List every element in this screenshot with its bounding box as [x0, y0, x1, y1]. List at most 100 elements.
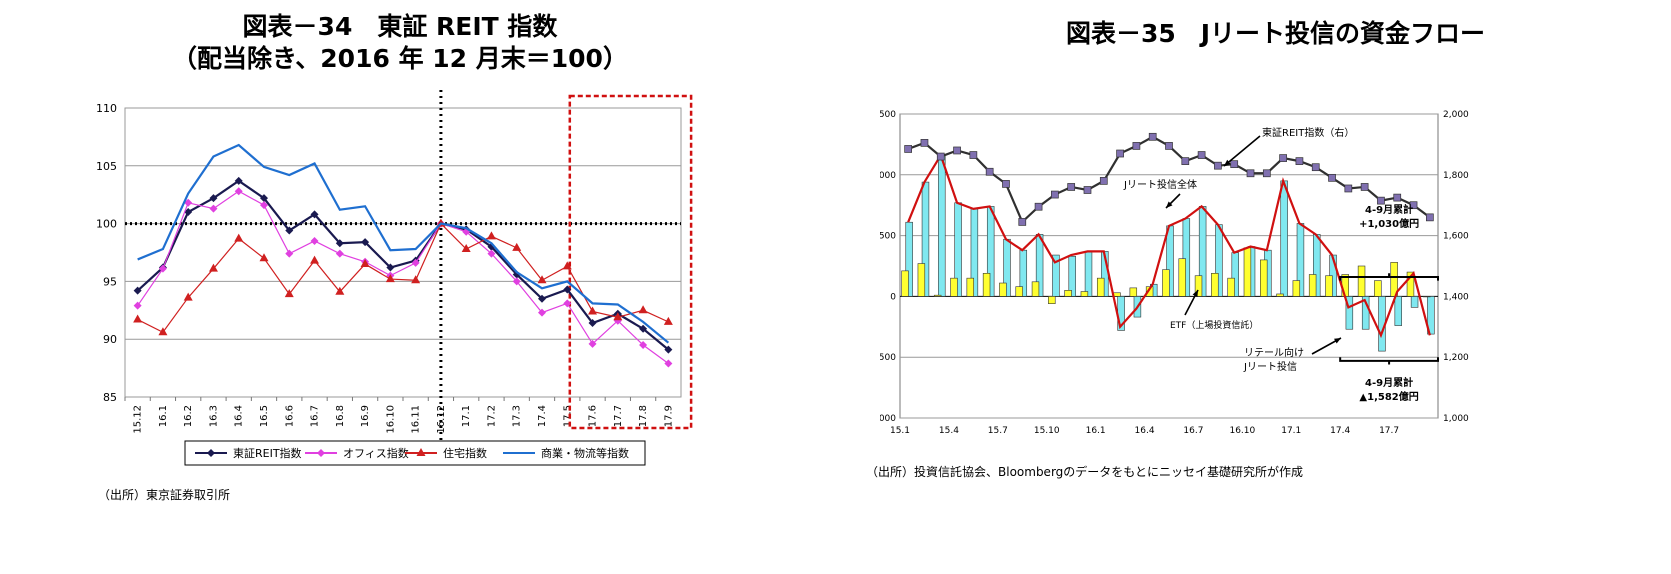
brace-lower: [1339, 357, 1439, 365]
bar: [1064, 290, 1072, 297]
data-point: [1034, 202, 1043, 211]
legend-label: 商業・物流等指数: [541, 446, 629, 460]
data-point: [1083, 186, 1092, 194]
data-point: [638, 305, 648, 314]
data-point: [411, 275, 421, 284]
data-point: [562, 261, 572, 270]
data-point: [663, 316, 673, 325]
annotation-label: Jリート投信全体: [1123, 178, 1197, 191]
y-tick-label: 0: [890, 292, 896, 302]
data-point: [664, 345, 673, 354]
series-line: [136, 179, 670, 351]
data-point: [1181, 157, 1190, 165]
data-point: [538, 308, 546, 317]
bar: [1031, 281, 1040, 297]
data-point: [1377, 196, 1385, 205]
bar: [1243, 247, 1252, 297]
data-point: [1295, 157, 1304, 165]
bar: [1292, 280, 1301, 297]
legend-label: 住宅指数: [443, 446, 487, 460]
x-tick-label: 16.4: [1135, 426, 1155, 436]
data-point: [1165, 142, 1173, 150]
series-2: [133, 187, 673, 368]
bar: [917, 263, 926, 297]
x-tick-label: 16.3: [208, 405, 219, 427]
series-reit-index-line: [904, 132, 1434, 226]
data-point: [563, 299, 572, 308]
x-tick-label: 17.4: [1330, 426, 1350, 436]
data-point: [310, 210, 319, 219]
fund-flow-chart: ▲1,000 ▲500 0 500 1,000 1,500 1,000 1,200 1,400 1…: [880, 110, 1469, 436]
bar: [1374, 280, 1382, 297]
highlight-box: [568, 94, 693, 430]
right-chart-panel: 図表－35 Jリート投信の資金フロー ▲1,000 ▲500 0 500 1,000 1,…: [866, 0, 1671, 574]
data-point: [184, 198, 193, 207]
data-point: [158, 264, 167, 273]
x-tick-label: 15.12: [133, 405, 144, 434]
data-point: [284, 289, 294, 298]
data-point: [1246, 169, 1255, 178]
data-point: [512, 270, 521, 279]
bar: [1129, 287, 1138, 297]
x-tick-label: 17.6: [588, 405, 599, 427]
data-point: [1051, 190, 1059, 199]
bar: [1280, 180, 1288, 297]
y-tick-label: 90: [103, 333, 117, 346]
data-point: [335, 286, 345, 295]
data-point: [310, 255, 320, 264]
legend-swatch-marker: [416, 448, 426, 456]
data-point: [285, 249, 294, 258]
bar: [1394, 296, 1402, 326]
data-point: [588, 319, 597, 328]
bar: [938, 155, 946, 297]
series-4: [137, 143, 670, 344]
y-tick-label: ▲500: [880, 353, 896, 363]
bar: [1357, 265, 1366, 297]
data-point: [1197, 151, 1206, 159]
legend-label: 東証REIT指数: [233, 446, 302, 460]
x-tick-label: 15.1: [890, 426, 910, 436]
data-point: [183, 292, 193, 301]
bar: [1410, 296, 1419, 308]
data-point: [133, 314, 143, 323]
bar: [1276, 293, 1284, 297]
x-tick-label: 16.10: [1229, 426, 1255, 436]
x-tick-label: 17.4: [537, 405, 548, 427]
plot-area: [124, 107, 682, 398]
annotation-label: リテール向け: [1244, 346, 1304, 359]
data-point: [664, 359, 673, 368]
data-point: [639, 340, 648, 349]
data-point: [234, 233, 244, 242]
bar: [1084, 251, 1093, 297]
x-tick-label: 17.3: [512, 405, 523, 427]
data-point: [234, 176, 243, 185]
data-point: [386, 263, 395, 272]
x-tick-label: 16.12: [436, 405, 447, 434]
data-point: [208, 263, 218, 272]
data-point: [335, 249, 344, 258]
y2-tick-label: 1,200: [1443, 353, 1469, 363]
annotation-label: 4-9月累計: [1365, 203, 1413, 216]
data-point: [335, 239, 344, 248]
data-point: [613, 316, 622, 325]
x-tick-label: 17.9: [663, 405, 674, 427]
data-point: [385, 274, 395, 283]
brace-upper: [1339, 273, 1439, 281]
data-point: [209, 194, 218, 203]
data-point: [361, 238, 370, 247]
x-tick-label: 17.1: [461, 405, 472, 427]
data-point: [1018, 218, 1027, 226]
bar: [999, 282, 1007, 297]
y2-tick-label: 1,800: [1443, 171, 1469, 181]
y2-tick-label: 1,000: [1443, 414, 1469, 424]
bar: [1325, 275, 1333, 297]
annotation-arrow-head: [1224, 159, 1231, 166]
data-point: [1279, 154, 1287, 162]
bar: [1080, 291, 1089, 297]
annotation-label: +1,030億円: [1359, 217, 1419, 230]
data-point: [133, 301, 142, 310]
x-tick-label: 16.7: [310, 405, 321, 427]
x-tick-label: 15.10: [1034, 426, 1060, 436]
x-tick-label: 17.8: [638, 405, 649, 427]
data-point: [411, 258, 420, 267]
